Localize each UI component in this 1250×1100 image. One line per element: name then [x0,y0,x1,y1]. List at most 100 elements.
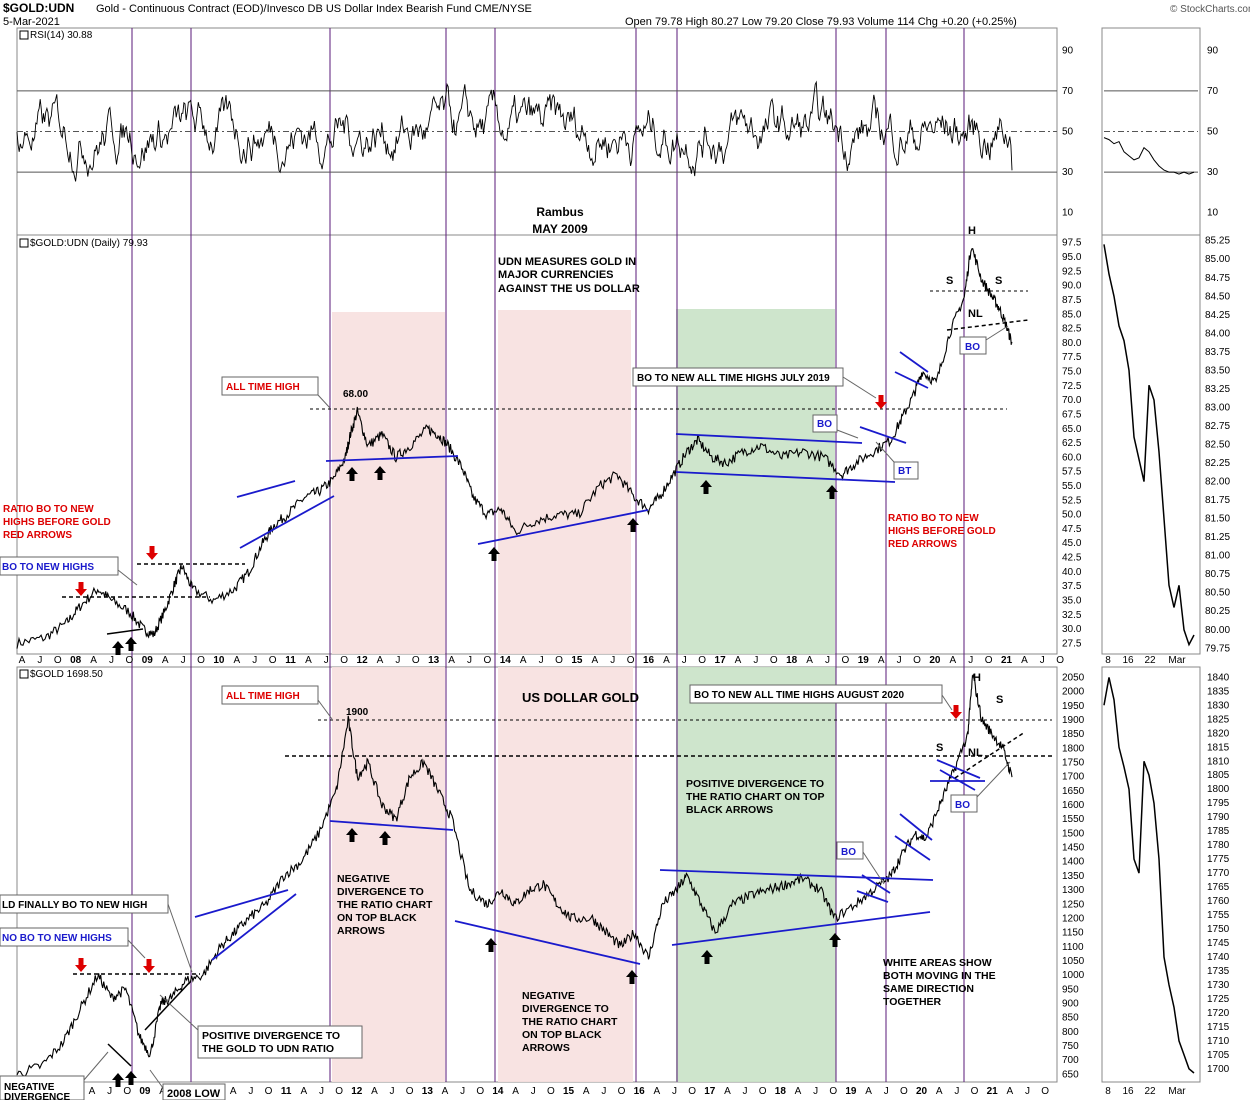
x-top-label: J [753,655,758,666]
ratio-y-tick: 42.5 [1062,553,1082,564]
pos-div-mid-2: THE RATIO CHART ON TOP [686,791,824,803]
trendline [675,433,863,444]
x-top-label: A [19,655,26,666]
x-bottom-label: O [265,1086,273,1097]
x-top-label: 12 [357,655,369,666]
x-top-label: 21 [1001,655,1013,666]
s-right-gold: S [996,694,1003,706]
red-down-arrow [143,959,155,973]
rsi-legend: RSI(14) 30.88 [30,30,93,41]
ratio-y-tick: 85.0 [1062,309,1082,320]
x-bottom-label: A [512,1086,519,1097]
rsi-right-y-tick: 30 [1207,167,1219,178]
gold-right-y-tick: 1745 [1207,938,1230,949]
low-2008-box [162,1083,226,1100]
x-bottom-label: O [335,1086,343,1097]
pos-div-mid-1: POSITIVE DIVERGENCE TO [686,778,824,790]
x-bottom-label: 17 [704,1086,716,1097]
gold-right-y-tick: 1770 [1207,868,1230,879]
x-top-label: 17 [715,655,727,666]
x-top-label: A [377,655,384,666]
trendline [894,371,929,389]
rsi-right-y-tick: 70 [1207,86,1219,97]
ratio-right-y-tick: 79.75 [1205,643,1230,654]
gold-right-y-tick: 1755 [1207,910,1230,921]
black-up-arrow [485,938,497,952]
ratio-right-y-tick: 84.25 [1205,310,1230,321]
x-bottom-label: J [954,1086,959,1097]
ratio-y-tick: 62.5 [1062,438,1082,449]
neg-div-2015-2: DIVERGENCE TO [522,1003,609,1015]
ratio-y-tick: 70.0 [1062,395,1082,406]
gold-right-y-tick: 1740 [1207,952,1230,963]
x-bottom-label: A [724,1086,731,1097]
ratio-y-tick: 45.0 [1062,538,1082,549]
trendline [899,813,933,841]
x-top-label: J [539,655,544,666]
bt-ratio-label: BT [898,466,911,477]
bo-ratio-box [812,414,838,433]
x-bottom-label: 15 [563,1086,575,1097]
chart-symbol: $GOLD:UDN [3,1,74,15]
gold-y-tick: 1600 [1062,800,1085,811]
pink-zone-2012 [332,312,445,654]
x-top-label: A [878,655,885,666]
x-top-label: 20 [929,655,941,666]
trendline [454,920,641,965]
ratio-y-tick: 95.0 [1062,252,1082,263]
white-areas-1: WHITE AREAS SHOW [883,957,992,969]
ratio-y-tick: 65.0 [1062,424,1082,435]
x-bottom-label: O [900,1086,908,1097]
x-right-top-label: 16 [1122,655,1134,666]
black-up-arrow [125,1071,137,1085]
x-bottom-label: O [829,1086,837,1097]
x-top-label: O [1056,655,1064,666]
neg-div-left-2: DIVERGENCE [4,1092,70,1100]
rsi-legend-swatch [19,30,29,40]
neg-div-2012-3: THE RATIO CHART [337,899,433,911]
ratio-y-tick: 32.5 [1062,610,1082,621]
x-bottom-label: 18 [775,1086,787,1097]
ratio-right-y-tick: 80.50 [1205,588,1230,599]
x-bottom-label: J [390,1086,395,1097]
x-top-label: 10 [213,655,225,666]
rsi-right-line [1103,137,1195,175]
x-bottom-label: A [371,1086,378,1097]
bo-nl-gold-label: BO [955,800,970,811]
gold-right-y-tick: 1790 [1207,812,1230,823]
trendline [899,351,929,373]
cycle-lines [131,28,965,1082]
credit-date: MAY 2009 [532,222,588,236]
ratio-68-label: 68.00 [343,389,368,400]
x-bottom-label: J [319,1086,324,1097]
x-right-bottom-label: 8 [1105,1086,1111,1097]
gold-y-tick: 1350 [1062,871,1085,882]
pos-div-mid-3: BLACK ARROWS [686,804,773,816]
x-bottom-label: J [248,1086,253,1097]
gold-y-tick: 800 [1062,1027,1079,1038]
ratio-right-y-tick: 82.25 [1205,458,1230,469]
trendline [861,874,891,894]
gold-right-y-tick: 1725 [1207,994,1230,1005]
ratio-right-y-tick: 83.50 [1205,365,1230,376]
right-panel-series [1103,137,1195,1074]
neg-div-2015-1: NEGATIVE [522,990,575,1002]
gold-y-tick: 1150 [1062,928,1084,939]
x-bottom-label: 20 [916,1086,928,1097]
ratio-y-tick: 80.0 [1062,338,1082,349]
x-bottom-label: A [583,1086,590,1097]
black-up-arrow [829,933,841,947]
neg-div-left-1: NEGATIVE [4,1082,55,1093]
x-top-label: 18 [786,655,798,666]
gold-y-tick: 900 [1062,998,1079,1009]
x-bottom-label: A [442,1086,449,1097]
ratio-right-y-tick: 83.75 [1205,347,1230,358]
gold-y-tick: 1800 [1062,743,1085,754]
ratio-right-y-tick: 83.25 [1205,384,1230,395]
ath-ratio-label: ALL TIME HIGH [226,382,300,393]
neg-div-2015-5: ARROWS [522,1042,570,1054]
green-zone-2017 [676,309,835,654]
bo-july-label: BO TO NEW ALL TIME HIGHS JULY 2019 [637,373,830,384]
dashed-levels [62,290,1029,975]
x-right-top-label: 22 [1144,655,1156,666]
